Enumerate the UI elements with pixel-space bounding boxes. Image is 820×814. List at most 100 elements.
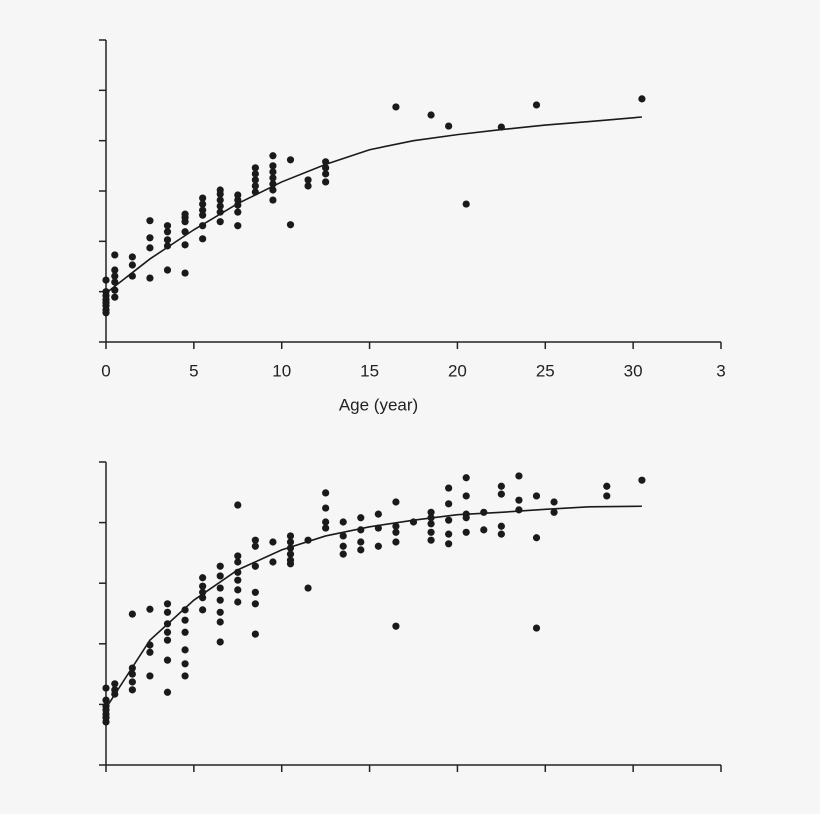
data-point [269, 538, 277, 546]
data-point [462, 492, 470, 500]
data-point [251, 588, 259, 596]
data-point [102, 684, 110, 692]
data-point [216, 638, 224, 646]
data-point [146, 672, 154, 680]
data-point [286, 560, 295, 568]
data-point [392, 538, 400, 546]
data-point [234, 501, 242, 509]
data-point [216, 218, 224, 226]
data-point [322, 524, 330, 532]
data-point [163, 222, 172, 230]
data-point [163, 266, 172, 274]
data-point [234, 598, 242, 606]
data-point [286, 550, 295, 558]
x-tick-label: 3 [716, 361, 725, 380]
data-point [163, 608, 172, 616]
data-point [234, 586, 242, 594]
data-point [251, 562, 259, 570]
data-point [251, 176, 259, 184]
data-point [515, 506, 523, 514]
data-point [234, 558, 242, 566]
data-point [322, 518, 330, 526]
data-point [128, 610, 136, 618]
fit-line [105, 505, 642, 709]
data-point [339, 550, 347, 558]
data-point [111, 293, 119, 301]
x-tick-label: 30 [624, 361, 643, 380]
data-point [550, 498, 558, 506]
data-point [445, 516, 453, 524]
data-point [146, 648, 154, 656]
data-point [286, 156, 295, 164]
data-point [181, 218, 189, 226]
data-point [146, 605, 154, 613]
data-point [550, 508, 558, 516]
x-tick-label: 25 [536, 361, 555, 380]
data-point [102, 718, 110, 726]
data-point [251, 630, 259, 638]
data-point [603, 482, 611, 490]
data-point [216, 608, 224, 616]
data-point [480, 508, 488, 516]
data-point [515, 496, 523, 504]
data-point [603, 492, 611, 500]
data-point [374, 510, 382, 518]
data-point [392, 103, 400, 111]
data-point [480, 526, 488, 534]
data-point [515, 472, 523, 480]
data-point [216, 618, 224, 626]
data-point [445, 122, 453, 130]
data-point [286, 221, 295, 229]
data-point [234, 191, 242, 199]
data-point [286, 532, 295, 540]
data-point [462, 474, 470, 482]
data-point [251, 170, 259, 178]
data-point [199, 574, 207, 582]
data-point [146, 244, 154, 252]
data-point [427, 520, 435, 528]
data-point [102, 309, 110, 317]
data-point [102, 276, 110, 284]
data-point [251, 542, 259, 550]
data-point [102, 696, 110, 704]
data-point [269, 152, 277, 160]
data-point [374, 542, 382, 550]
data-point [269, 558, 277, 566]
data-point [163, 636, 172, 644]
data-point [163, 628, 172, 636]
x-tick-label: 20 [448, 361, 467, 380]
data-point [251, 536, 259, 544]
data-point [392, 528, 400, 536]
x-tick-label: 0 [101, 361, 110, 380]
data-point [216, 208, 224, 216]
data-point [357, 546, 365, 554]
data-point [199, 200, 207, 208]
data-point [392, 622, 400, 630]
data-point [251, 182, 259, 190]
data-point [304, 182, 312, 190]
data-point [427, 111, 435, 119]
data-point [445, 484, 453, 492]
data-point [269, 162, 277, 170]
data-point [181, 646, 189, 654]
data-point [146, 274, 154, 282]
data-point [234, 576, 242, 584]
data-point [269, 196, 277, 204]
data-point [216, 196, 224, 204]
data-point [304, 176, 312, 184]
data-point [146, 217, 154, 225]
data-point [128, 686, 136, 694]
data-point [128, 678, 136, 686]
data-point [269, 174, 277, 182]
data-point [251, 164, 259, 172]
data-point [462, 514, 470, 522]
data-point [181, 241, 189, 249]
data-point [532, 101, 541, 109]
data-point [462, 200, 470, 208]
data-point [462, 528, 470, 536]
data-point [199, 582, 207, 590]
data-point [445, 530, 453, 538]
data-point [339, 542, 347, 550]
data-point [199, 194, 207, 202]
data-point [322, 164, 330, 172]
